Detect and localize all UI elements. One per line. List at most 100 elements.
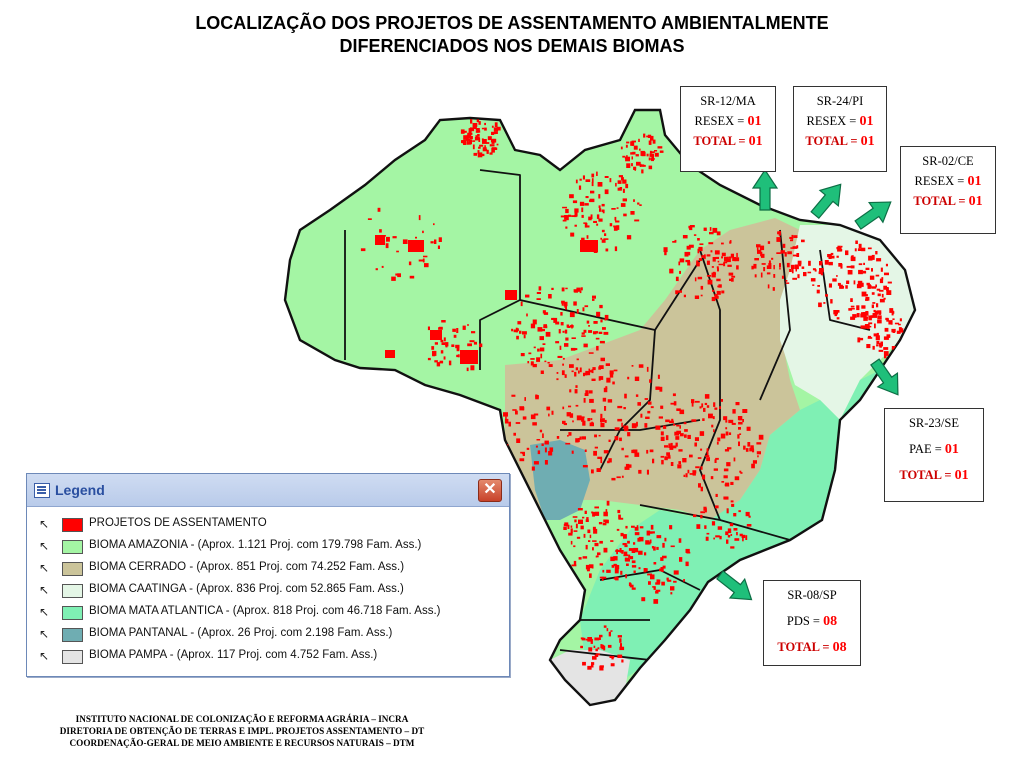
settlement-project-mark bbox=[624, 157, 630, 159]
callout-type-value: 01 bbox=[967, 174, 982, 189]
legend-item[interactable]: ↖ BIOMA MATA ATLANTICA - (Aprox. 818 Pro… bbox=[27, 602, 509, 624]
settlement-project-mark bbox=[732, 257, 736, 262]
settlement-project-mark bbox=[779, 263, 781, 268]
settlement-project-mark bbox=[571, 337, 576, 339]
footer-credits: INSTITUTO NACIONAL DE COLONIZAÇÃO E REFO… bbox=[20, 713, 464, 749]
settlement-project-mark bbox=[654, 150, 658, 152]
settlement-project-mark bbox=[701, 255, 706, 258]
settlement-project-mark bbox=[634, 169, 636, 171]
settlement-project-mark bbox=[887, 287, 889, 291]
settlement-project-mark bbox=[600, 422, 605, 428]
settlement-project-mark bbox=[473, 341, 477, 345]
settlement-project-mark bbox=[587, 637, 592, 642]
settlement-project-mark bbox=[860, 313, 864, 318]
settlement-project-mark bbox=[631, 365, 634, 367]
settlement-project-mark bbox=[439, 326, 443, 330]
settlement-project-mark bbox=[756, 247, 759, 251]
settlement-project-mark bbox=[868, 315, 872, 321]
settlement-project-mark bbox=[686, 245, 691, 250]
settlement-project-mark bbox=[377, 207, 381, 212]
settlement-project-mark bbox=[674, 431, 680, 436]
settlement-project-mark bbox=[607, 399, 613, 403]
legend-window[interactable]: Legend ✕ ↖ PROJETOS DE ASSENTAMENTO ↖ BI… bbox=[26, 473, 510, 677]
settlement-project-mark bbox=[837, 310, 840, 313]
settlement-project-mark bbox=[801, 266, 805, 269]
settlement-project-mark bbox=[868, 255, 873, 261]
settlement-project-mark bbox=[484, 122, 486, 126]
legend-item[interactable]: ↖ BIOMA PAMPA - (Aprox. 117 Proj. com 4.… bbox=[27, 646, 509, 668]
settlement-project-mark bbox=[588, 352, 594, 354]
settlement-project-mark bbox=[530, 358, 535, 360]
settlement-project-mark bbox=[639, 204, 642, 206]
settlement-project-mark bbox=[709, 227, 712, 231]
settlement-project-mark bbox=[734, 538, 740, 541]
settlement-project-mark bbox=[891, 328, 896, 333]
settlement-project-mark bbox=[562, 330, 565, 333]
settlement-project-mark bbox=[599, 365, 604, 369]
settlement-project-mark bbox=[557, 355, 563, 358]
settlement-project-mark bbox=[852, 314, 857, 318]
settlement-project-mark bbox=[617, 405, 623, 409]
legend-item[interactable]: ↖ BIOMA PANTANAL - (Aprox. 26 Proj. com … bbox=[27, 624, 509, 646]
settlement-project-mark bbox=[675, 442, 678, 447]
settlement-project-mark bbox=[891, 310, 894, 316]
settlement-project-mark bbox=[745, 448, 749, 452]
settlement-project-mark bbox=[704, 525, 707, 529]
settlement-project-mark bbox=[601, 229, 605, 233]
settlement-project-mark bbox=[602, 327, 606, 330]
settlement-project-mark bbox=[749, 447, 754, 452]
settlement-project-mark bbox=[583, 372, 585, 377]
settlement-project-mark bbox=[623, 551, 628, 556]
settlement-project-mark bbox=[715, 505, 719, 509]
settlement-project-mark bbox=[578, 438, 580, 443]
close-button[interactable]: ✕ bbox=[478, 479, 502, 502]
settlement-project-mark bbox=[631, 156, 633, 160]
settlement-project-mark bbox=[697, 238, 700, 241]
settlement-project-mark bbox=[468, 139, 472, 145]
settlement-project-mark bbox=[766, 265, 772, 269]
settlement-project-mark bbox=[604, 318, 607, 321]
settlement-project-mark bbox=[711, 272, 716, 278]
settlement-project-mark bbox=[511, 328, 514, 332]
settlement-project-mark bbox=[856, 284, 862, 289]
settlement-project-mark bbox=[568, 432, 572, 436]
settlement-project-mark bbox=[488, 414, 494, 417]
settlement-project-mark bbox=[598, 205, 601, 208]
settlement-project-mark bbox=[590, 638, 593, 644]
settlement-project-mark bbox=[899, 318, 902, 322]
settlement-project-mark bbox=[596, 468, 601, 472]
settlement-project-mark bbox=[634, 219, 640, 222]
settlement-project-mark bbox=[867, 335, 872, 339]
settlement-project-mark bbox=[584, 449, 587, 452]
settlement-project-mark bbox=[615, 576, 619, 581]
settlement-project-mark bbox=[617, 180, 622, 184]
settlement-project-mark bbox=[561, 300, 565, 304]
settlement-project-mark bbox=[582, 516, 585, 519]
settlement-project-mark bbox=[613, 577, 616, 580]
settlement-project-mark bbox=[599, 634, 603, 638]
settlement-project-mark bbox=[633, 570, 636, 573]
settlement-project-mark bbox=[697, 248, 700, 254]
settlement-project-mark bbox=[665, 419, 670, 423]
settlement-project-mark bbox=[575, 523, 578, 529]
settlement-project-mark bbox=[600, 644, 603, 649]
legend-titlebar[interactable]: Legend ✕ bbox=[27, 474, 509, 507]
settlement-project-mark bbox=[519, 458, 525, 462]
settlement-project-mark bbox=[700, 285, 704, 290]
legend-item[interactable]: ↖ PROJETOS DE ASSENTAMENTO bbox=[27, 514, 509, 536]
settlement-project-mark bbox=[730, 253, 734, 258]
settlement-project-mark bbox=[756, 244, 761, 248]
legend-item[interactable]: ↖ BIOMA AMAZONIA - (Aprox. 1.121 Proj. c… bbox=[27, 536, 509, 558]
settlement-project-mark bbox=[597, 552, 601, 556]
settlement-project-mark bbox=[595, 337, 600, 340]
settlement-project-mark bbox=[886, 290, 892, 295]
legend-item[interactable]: ↖ BIOMA CERRADO - (Aprox. 851 Proj. com … bbox=[27, 558, 509, 580]
legend-item[interactable]: ↖ BIOMA CAATINGA - (Aprox. 836 Proj. com… bbox=[27, 580, 509, 602]
settlement-project-mark bbox=[589, 198, 595, 203]
settlement-project-mark bbox=[551, 317, 555, 320]
settlement-project-mark bbox=[595, 512, 599, 515]
settlement-project-mark bbox=[763, 267, 766, 272]
settlement-project-mark bbox=[572, 516, 578, 518]
settlement-project-mark bbox=[653, 546, 656, 551]
settlement-project-mark bbox=[776, 237, 781, 242]
